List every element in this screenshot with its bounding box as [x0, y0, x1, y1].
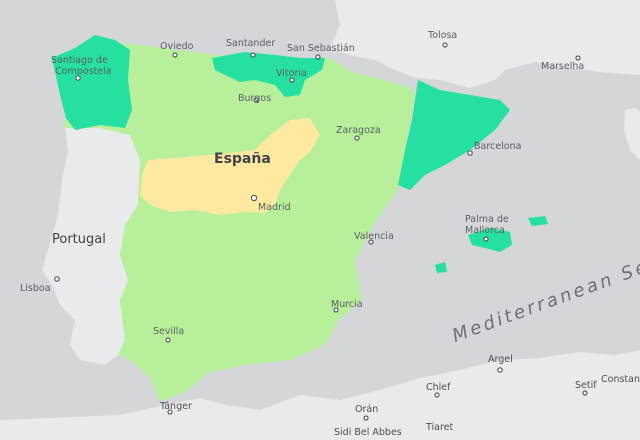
city-label-argel: Argel — [488, 354, 513, 365]
region-balearics — [468, 228, 512, 252]
city-label-chlef: Chlef — [426, 382, 451, 393]
portugal-land — [42, 128, 140, 365]
city-label-zaragoza: Zaragoza — [336, 125, 381, 136]
city-label-marselha: Marselha — [541, 61, 584, 72]
city-label-santander: Santander — [226, 38, 275, 49]
region-central-yellow — [140, 118, 320, 215]
city-dot-madrid[interactable] — [250, 194, 258, 202]
spain-land — [64, 42, 415, 402]
france-land — [330, 0, 640, 88]
city-dot-san-sebastian[interactable] — [315, 54, 321, 60]
city-dot-valencia[interactable] — [368, 239, 374, 245]
city-dot-palma[interactable] — [483, 236, 489, 242]
city-label-oran: Orán — [355, 404, 378, 415]
city-label-sidi-bel-abbes: Sidi Bel Abbes — [334, 427, 402, 438]
region-galicia — [52, 35, 132, 130]
city-label-murcia: Murcia — [331, 299, 363, 310]
city-dot-barcelona[interactable] — [467, 150, 473, 156]
city-label-palma-1: Palma de — [465, 214, 509, 225]
north-africa-land — [0, 350, 640, 440]
city-dot-oviedo[interactable] — [172, 52, 178, 58]
city-label-tanger: Tánger — [159, 401, 192, 412]
city-dot-tolosa[interactable] — [442, 42, 448, 48]
city-dot-tanger[interactable] — [167, 409, 173, 415]
city-label-tiaret: Tiaret — [425, 422, 454, 433]
city-label-madrid: Madrid — [258, 202, 291, 213]
city-dot-oran[interactable] — [363, 415, 369, 421]
region-catalonia — [398, 80, 510, 190]
city-dot-setif[interactable] — [582, 390, 588, 396]
country-label-portugal: Portugal — [52, 232, 106, 247]
city-dot-burgos[interactable] — [253, 97, 259, 103]
city-label-constantine: Constan — [601, 374, 640, 385]
city-dot-sevilla[interactable] — [165, 337, 171, 343]
city-dot-santiago[interactable] — [75, 75, 81, 81]
region-cantabria — [212, 52, 325, 97]
city-label-santiago-2: Compostela — [55, 66, 112, 77]
city-label-tolosa: Tolosa — [427, 30, 457, 41]
city-label-barcelona: Barcelona — [474, 141, 521, 152]
city-dot-marselha[interactable] — [575, 55, 581, 61]
city-dot-zaragoza[interactable] — [354, 135, 360, 141]
region-ibiza — [435, 262, 447, 273]
city-label-oviedo: Oviedo — [160, 41, 194, 52]
city-dot-argel[interactable] — [497, 367, 503, 373]
city-label-santiago-1: Santiago de — [51, 55, 108, 66]
city-dot-lisboa[interactable] — [54, 276, 60, 282]
city-dot-murcia[interactable] — [333, 307, 339, 313]
city-dot-chlef[interactable] — [434, 392, 440, 398]
city-dot-vitoria[interactable] — [289, 77, 295, 83]
country-label-spain: España — [214, 151, 271, 167]
city-label-valencia: Valencia — [354, 231, 394, 242]
city-label-lisboa: Lisboa — [20, 283, 51, 294]
corsica-land — [624, 108, 640, 160]
city-label-burgos: Burgos — [238, 93, 271, 104]
city-label-vitoria: Vitoria — [276, 68, 307, 79]
city-label-palma-2: Mallorca — [465, 225, 505, 236]
city-label-san-sebastian: San Sebastián — [287, 43, 355, 54]
city-dot-santander[interactable] — [250, 52, 256, 58]
city-label-sevilla: Sevilla — [153, 326, 184, 337]
region-menorca — [528, 216, 548, 226]
city-label-setif: Setif — [575, 380, 597, 391]
